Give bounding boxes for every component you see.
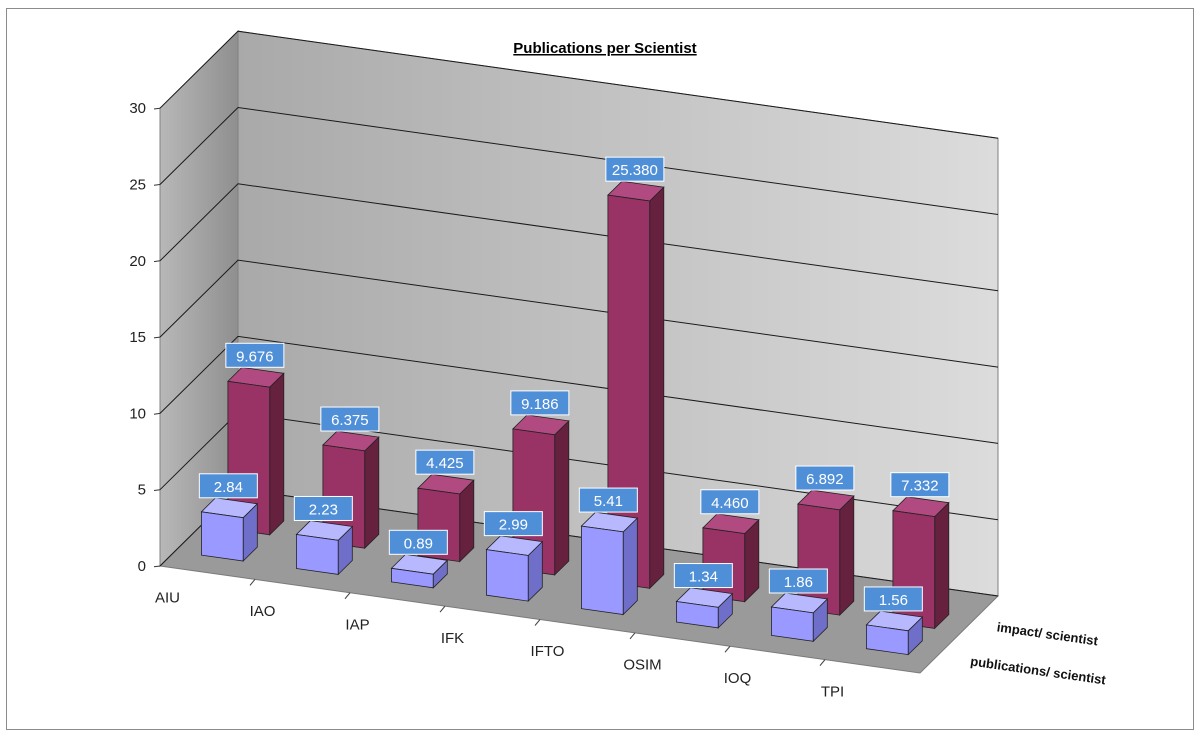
data-label-box — [510, 390, 570, 416]
data-label-box — [605, 156, 665, 182]
data-label: 7.332 — [901, 478, 939, 495]
category-label: OSIM — [623, 657, 661, 674]
impact-bar-side — [554, 419, 570, 576]
chart-svg: 0 5 10 15 20 25 30 AIU IAO IAP IFK IFTO OSIM IOQ TPI im… — [129, 30, 1107, 700]
data-label: 0.89 — [404, 535, 433, 552]
publications-bar — [580, 511, 639, 616]
data-label-box — [225, 342, 285, 368]
data-label-box — [890, 472, 950, 498]
y-tick-mark — [153, 565, 161, 568]
category-label: IOQ — [724, 670, 752, 687]
data-label-box — [320, 406, 380, 432]
y-tick-label: 15 — [129, 329, 146, 346]
y-tick-label: 20 — [129, 253, 146, 270]
category-label: IAP — [345, 616, 369, 633]
publications-bar — [675, 587, 734, 629]
gridline — [159, 183, 999, 292]
data-label: 1.34 — [689, 569, 718, 586]
data-label: 25.380 — [612, 162, 658, 179]
x-tick-mark — [629, 632, 636, 640]
data-label-box — [483, 511, 543, 537]
gridline — [159, 259, 999, 368]
impact-bar-side — [649, 186, 665, 590]
data-label: 1.86 — [784, 574, 813, 591]
data-label: 4.425 — [426, 455, 464, 472]
impact-bar — [702, 513, 760, 603]
data-label: 1.56 — [879, 592, 908, 609]
impact-bar-side — [934, 501, 950, 630]
publications-bar — [200, 497, 259, 562]
data-label-box — [795, 465, 855, 491]
data-label-box — [415, 449, 475, 475]
impact-bar — [322, 430, 380, 550]
publications-bar — [390, 553, 449, 589]
y-tick-mark — [153, 184, 161, 186]
x-tick-mark — [344, 592, 351, 600]
data-label-box — [293, 495, 353, 521]
x-tick-mark — [439, 605, 446, 613]
category-label: IFTO — [531, 643, 565, 660]
y-tick-mark — [153, 260, 161, 263]
data-label: 2.84 — [214, 479, 243, 496]
chart-title: Publications per Scientist — [513, 40, 696, 57]
publications-bar-side — [622, 517, 638, 616]
data-label-box — [768, 568, 828, 594]
publications-bar-front — [295, 534, 339, 575]
data-label: 9.186 — [521, 396, 559, 413]
series-label: impact/ scientist — [996, 619, 1100, 648]
impact-bar-side — [364, 436, 380, 550]
data-label-box — [198, 473, 258, 499]
publications-bar-front — [866, 624, 909, 656]
category-label: IFK — [441, 630, 464, 647]
data-label: 4.460 — [711, 495, 749, 512]
x-tick-mark — [819, 659, 826, 666]
y-tick-label: 25 — [129, 177, 146, 194]
y-tick-mark — [153, 489, 161, 491]
publications-bar — [770, 592, 829, 643]
data-label: 2.99 — [499, 517, 528, 534]
publications-bar — [295, 520, 354, 576]
impact-bar-side — [269, 372, 285, 536]
y-tick-label: 10 — [129, 405, 146, 422]
x-tick-mark — [249, 579, 256, 586]
publications-bar-front — [390, 567, 434, 589]
x-tick-mark — [534, 619, 541, 626]
data-label: 6.375 — [331, 412, 369, 429]
gridline — [159, 30, 999, 139]
category-label: TPI — [821, 683, 844, 700]
series-label: publications/ scientist — [969, 654, 1107, 688]
gridline — [159, 106, 999, 215]
category-label: AIU — [155, 590, 180, 607]
data-label-box — [388, 529, 448, 555]
publications-bar-front — [485, 549, 529, 602]
y-tick-mark — [153, 107, 161, 110]
data-label-box — [863, 586, 923, 612]
y-tick-mark — [153, 412, 161, 415]
data-label-box — [578, 487, 638, 513]
impact-bar — [512, 414, 570, 576]
data-label: 2.23 — [309, 501, 338, 518]
gridline — [159, 335, 999, 444]
publications-bar — [485, 535, 544, 603]
data-label: 9.676 — [236, 348, 274, 365]
data-label: 6.892 — [806, 471, 844, 488]
publications-bar-front — [676, 601, 719, 629]
publications-bar-front — [200, 511, 244, 562]
chart-frame: 0 5 10 15 20 25 30 AIU IAO IAP IFK IFTO OSIM IOQ TPI im… — [6, 8, 1194, 730]
y-tick-label: 5 — [138, 482, 146, 499]
impact-bar-side — [839, 495, 855, 617]
publications-bar-front — [771, 606, 814, 642]
data-label-box — [673, 563, 733, 589]
data-label: 5.41 — [594, 493, 623, 510]
publications-bar — [865, 610, 924, 656]
y-tick-mark — [153, 336, 161, 339]
category-label: IAO — [250, 603, 276, 620]
y-tick-label: 30 — [129, 100, 146, 117]
publications-bar-front — [581, 525, 624, 615]
data-label-box — [700, 489, 760, 515]
x-tick-mark — [724, 645, 731, 653]
y-tick-label: 0 — [138, 558, 146, 575]
